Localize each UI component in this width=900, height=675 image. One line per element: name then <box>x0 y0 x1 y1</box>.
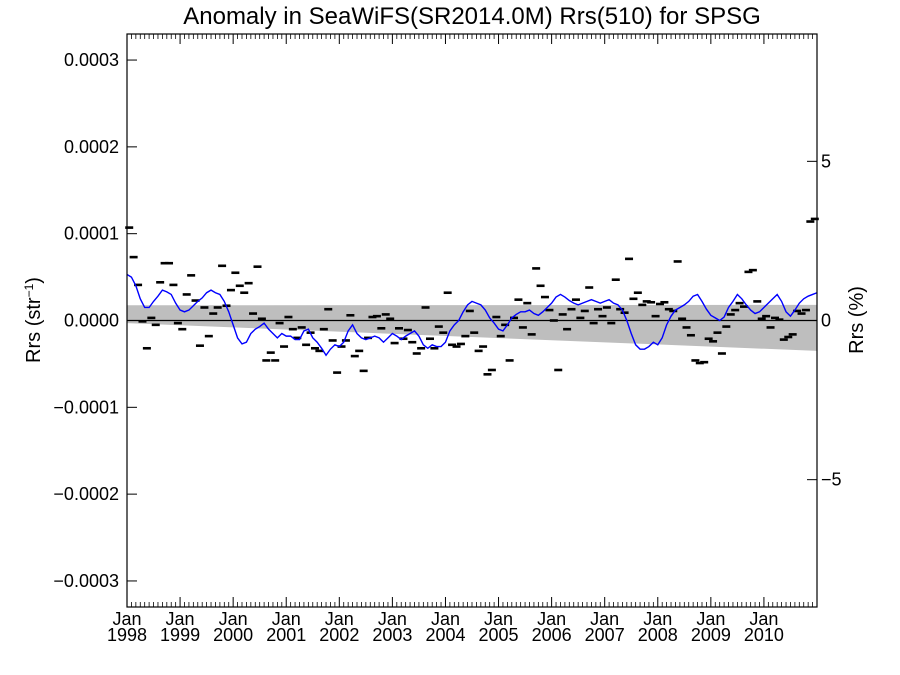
x-tick-label-year: 2002 <box>319 625 359 645</box>
x-tick-label-month: Jan <box>643 609 672 629</box>
x-tick-label-month: Jan <box>272 609 301 629</box>
y-tick-label-right: 0 <box>821 311 831 331</box>
y-axis-left-title: Rrs (str−1) <box>22 277 45 363</box>
x-tick-label-year: 2003 <box>372 625 412 645</box>
y-tick-label-left: 0.0003 <box>64 50 119 70</box>
svg-text:Rrs (str−1): Rrs (str−1) <box>22 277 45 363</box>
y-tick-label-right: 5 <box>821 151 831 171</box>
x-tick-label-month: Jan <box>537 609 566 629</box>
y-tick-label-left: 0.0002 <box>64 137 119 157</box>
x-tick-label-year: 2010 <box>744 625 784 645</box>
x-tick-label-month: Jan <box>696 609 725 629</box>
chart-title: Anomaly in SeaWiFS(SR2014.0M) Rrs(510) f… <box>183 3 761 30</box>
x-tick-label-month: Jan <box>325 609 354 629</box>
x-tick-label-month: Jan <box>112 609 141 629</box>
y-tick-label-left: −0.0003 <box>53 571 119 591</box>
y-tick-label-left: 0.0001 <box>64 224 119 244</box>
y-axis-left-title-close: ) <box>23 277 45 284</box>
y-axis-left-title-main: Rrs (str <box>23 297 45 363</box>
x-tick-label-year: 2005 <box>479 625 519 645</box>
x-tick-label-year: 2009 <box>691 625 731 645</box>
x-tick-label-month: Jan <box>590 609 619 629</box>
x-tick-label-month: Jan <box>378 609 407 629</box>
y-tick-label-left: −0.0002 <box>53 484 119 504</box>
y-axis-left-title-sup: −1 <box>22 283 36 297</box>
x-tick-label-month: Jan <box>219 609 248 629</box>
x-tick-label-year: 2000 <box>213 625 253 645</box>
x-tick-label-year: 2007 <box>585 625 625 645</box>
x-tick-label-year: 2008 <box>638 625 678 645</box>
x-tick-label-month: Jan <box>749 609 778 629</box>
x-tick-label-month: Jan <box>431 609 460 629</box>
x-tick-label-month: Jan <box>166 609 195 629</box>
x-tick-label-year: 2001 <box>266 625 306 645</box>
x-tick-label-month: Jan <box>484 609 513 629</box>
smoothed-series-line <box>126 273 818 357</box>
y-axis-right-title: Rrs (%) <box>846 286 868 354</box>
y-tick-label-left: −0.0001 <box>53 397 119 417</box>
x-tick-label-year: 1999 <box>160 625 200 645</box>
y-tick-label-right: −5 <box>821 470 842 490</box>
plot-area: 0.0003 0.0002 0.0001 0.0000 −0.0001 −0.0002 −0… <box>53 33 842 645</box>
confidence-band <box>127 304 817 351</box>
x-tick-label-year: 2004 <box>425 625 465 645</box>
x-tick-label-year: 2006 <box>532 625 572 645</box>
y-tick-label-left: 0.0000 <box>64 311 119 331</box>
x-tick-label-year: 1998 <box>107 625 147 645</box>
